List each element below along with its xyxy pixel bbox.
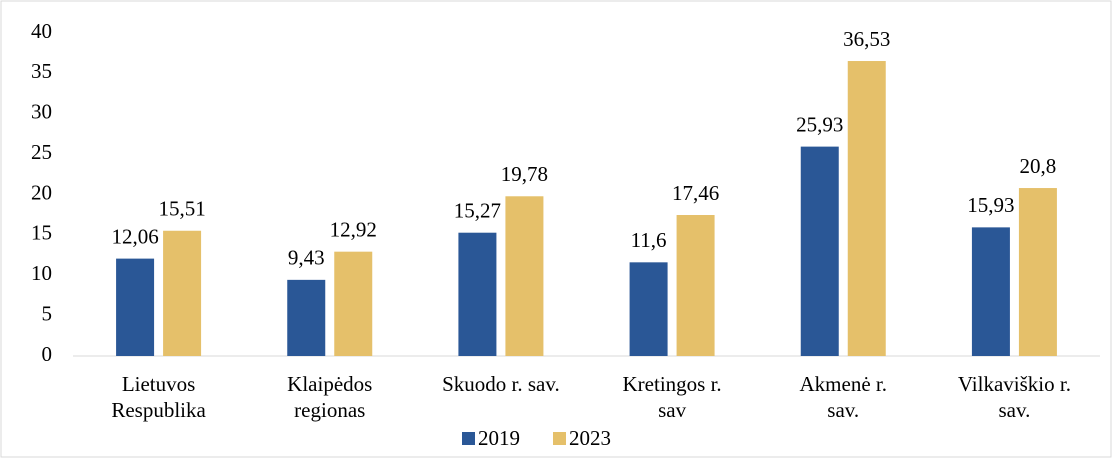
y-tick-label: 40 — [31, 19, 52, 43]
x-tick-label-line: Respublika — [111, 398, 206, 422]
data-label: 12,06 — [111, 224, 158, 248]
x-tick-label-line: sav. — [827, 398, 859, 422]
x-tick-label: Vilkaviškio r. sav. — [958, 372, 1071, 422]
y-tick-label: 0 — [42, 342, 53, 366]
bar — [676, 215, 715, 356]
data-label: 25,93 — [796, 112, 843, 136]
bar — [163, 230, 202, 356]
y-tick-label: 10 — [31, 261, 52, 285]
bar — [1018, 188, 1057, 356]
legend-swatch — [462, 432, 475, 445]
x-tick-label-line: Kretingos r. — [623, 372, 722, 396]
x-tick-label-line: Klaipėdos — [287, 372, 372, 396]
y-tick-label: 30 — [31, 100, 52, 124]
legend-swatch — [553, 432, 566, 445]
x-tick-label: Akmenė r. sav. — [800, 372, 887, 422]
bar — [971, 227, 1010, 356]
x-tick-label-line: Akmenė r. — [800, 372, 887, 396]
x-tick-label: Lietuvos Respublika — [111, 372, 206, 422]
data-label: 15,51 — [158, 197, 205, 221]
y-tick-label: 35 — [31, 59, 52, 83]
y-tick-label: 5 — [42, 301, 53, 325]
bar — [800, 146, 839, 356]
data-label: 36,53 — [843, 27, 890, 51]
legend-label: 2023 — [569, 426, 611, 450]
x-tick-label-line: Lietuvos — [122, 372, 196, 396]
data-label: 15,93 — [967, 193, 1014, 217]
data-label: 20,8 — [1020, 154, 1057, 178]
bar — [287, 279, 326, 356]
data-label: 12,92 — [330, 217, 377, 241]
y-tick-label: 25 — [31, 140, 52, 164]
bar — [116, 258, 155, 356]
x-tick-label-line: sav — [658, 398, 686, 422]
x-tick-label: Klaipėdos regionas — [287, 372, 372, 422]
x-tick-label-line: Vilkaviškio r. — [958, 372, 1071, 396]
data-label: 17,46 — [672, 181, 719, 205]
y-tick-label: 15 — [31, 221, 52, 245]
bar — [629, 262, 668, 356]
y-tick-label: 20 — [31, 180, 52, 204]
data-label: 19,78 — [501, 162, 548, 186]
legend-label: 2019 — [478, 426, 520, 450]
x-tick-label-line: Skuodo r. sav. — [442, 372, 560, 396]
x-tick-label-line: sav. — [998, 398, 1030, 422]
data-label: 15,27 — [454, 199, 501, 223]
x-tick-label: Skuodo r. sav. — [442, 372, 560, 396]
x-tick-label: Kretingos r. sav — [623, 372, 722, 422]
data-label: 11,6 — [631, 228, 667, 252]
bar — [458, 232, 497, 356]
x-tick-label-line: regionas — [294, 398, 365, 422]
data-label: 9,43 — [288, 246, 325, 270]
bar — [505, 196, 544, 356]
bar — [334, 251, 373, 356]
bar — [847, 61, 886, 356]
